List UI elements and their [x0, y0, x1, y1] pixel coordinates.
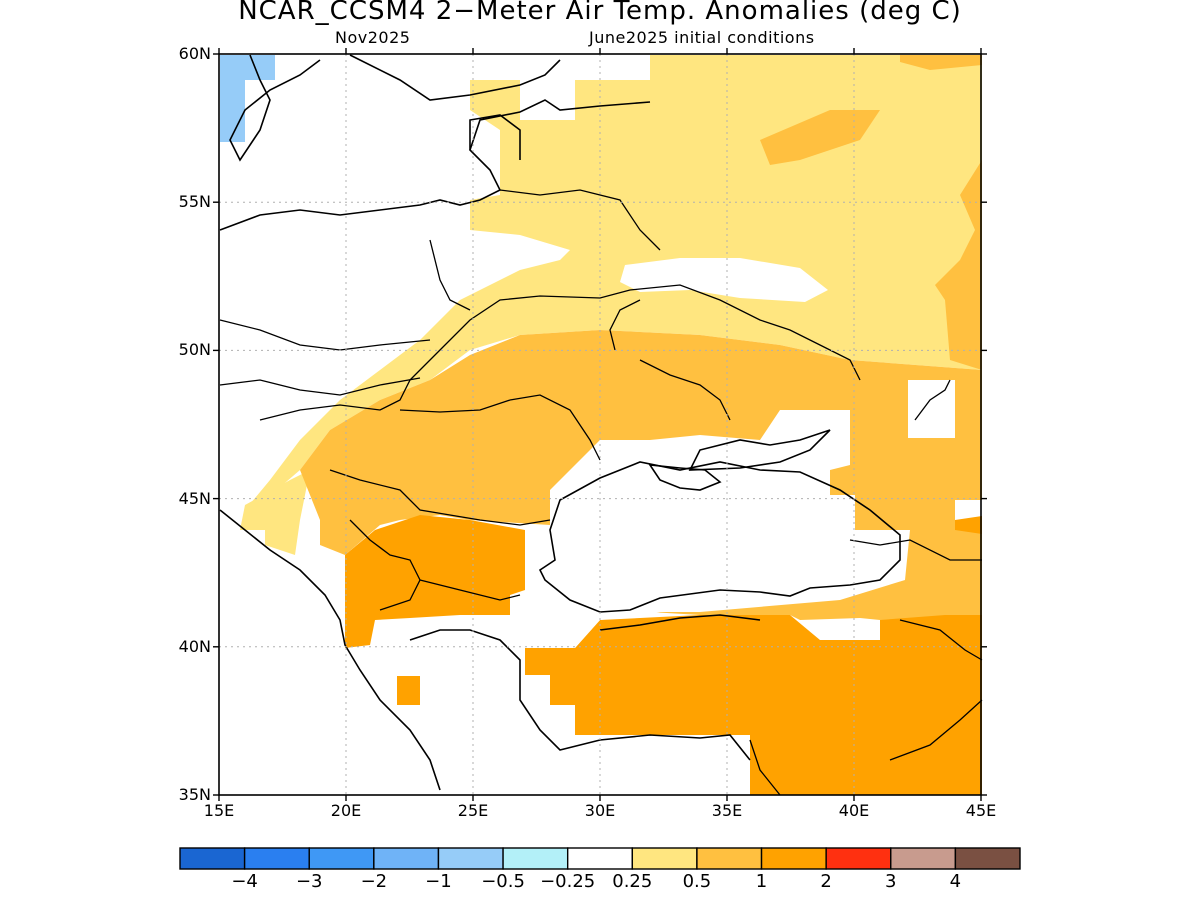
country-border: [419, 579, 521, 601]
finland-coastline: [349, 54, 561, 101]
anomaly-region-lightorange: [760, 110, 880, 165]
colorbar-label: −4: [231, 871, 258, 892]
colorbar-swatch: [890, 847, 957, 870]
anomaly-fill-layer: [220, 55, 982, 795]
border-layer: [219, 189, 983, 796]
country-border: [259, 379, 411, 421]
country-border: [499, 189, 661, 251]
colorbar: [179, 847, 1021, 870]
lon-tick-label: 15E: [203, 801, 235, 820]
valid-month-label: Nov2025: [335, 28, 411, 47]
colorbar-swatch: [954, 847, 1021, 870]
lat-tick-label: 35N: [178, 785, 211, 804]
colorbar-swatch: [179, 847, 246, 870]
country-border: [219, 377, 421, 396]
init-conditions-label: June2025 initial conditions: [589, 28, 815, 47]
map-title: NCAR_CCSM4 2−Meter Air Temp. Anomalies (…: [238, 0, 962, 26]
lat-tick-label: 60N: [178, 44, 211, 63]
colorbar-label: 4: [949, 871, 962, 892]
anomaly-region-white: [620, 258, 828, 302]
gulf-of-riga-coastline: [469, 114, 521, 160]
lat-tick-label: 45N: [178, 488, 211, 508]
colorbar-label: 1: [755, 871, 768, 892]
colorbar-label: 3: [885, 871, 897, 892]
colorbar-label: 0.25: [612, 871, 653, 892]
country-border: [749, 739, 781, 796]
colorbar-swatch: [760, 847, 827, 870]
azov-sea-coastline: [688, 429, 831, 471]
graticule: [219, 54, 981, 795]
lat-tick-label: 55N: [178, 192, 211, 212]
lat-tick-label: 40N: [178, 636, 211, 656]
volga-river: [914, 379, 951, 421]
colorbar-swatch: [502, 847, 569, 870]
colorbar-swatch: [696, 847, 763, 870]
black-sea-coastline: [538, 461, 901, 613]
colorbar-swatch: [437, 847, 504, 870]
colorbar-label: 2: [820, 871, 832, 892]
country-border: [849, 539, 982, 561]
aegean-coastline: [409, 629, 751, 761]
axis-ticks: [213, 48, 987, 801]
dnieper-river: [639, 359, 731, 421]
lon-tick-label: 40E: [838, 801, 870, 820]
colorbar-swatch: [825, 847, 892, 870]
country-border: [889, 699, 983, 761]
country-border: [899, 619, 983, 661]
adriatic-coastline: [219, 509, 441, 791]
country-border: [219, 319, 431, 351]
colorbar-swatch: [631, 847, 698, 870]
anomaly-region-yellow: [240, 470, 310, 555]
colorbar-label: −0.25: [540, 871, 596, 892]
scandinavia-coastline: [229, 54, 321, 162]
lon-tick-label: 20E: [330, 801, 362, 820]
lon-tick-label: 30E: [584, 801, 616, 820]
lon-tick-label: 45E: [965, 801, 997, 820]
colorbar-swatch: [308, 847, 375, 870]
country-border: [329, 469, 551, 526]
country-border: [609, 299, 641, 351]
colorbar-label: −0.5: [481, 871, 525, 892]
crimea-coastline: [648, 464, 722, 491]
colorbar-swatch: [243, 847, 310, 870]
lat-tick-label: 50N: [178, 340, 211, 360]
anomaly-region-yellow: [240, 55, 982, 530]
colorbar-label: 0.5: [682, 871, 712, 892]
anomaly-region-lightorange: [900, 55, 982, 70]
anomaly-region-orange: [525, 615, 982, 795]
anomaly-region-orange: [345, 515, 525, 648]
coastline-layer: [219, 54, 901, 791]
anomaly-region-orange: [955, 516, 982, 534]
country-border: [509, 394, 601, 461]
anomaly-region-orange: [397, 676, 420, 705]
colorbar-swatch: [566, 847, 634, 870]
country-border: [399, 399, 511, 413]
colorbar-label: −3: [295, 871, 323, 892]
colorbar-swatch: [373, 847, 440, 870]
colorbar-label: −2: [360, 871, 388, 892]
baltic-coastline: [219, 99, 651, 231]
turkey-coastline: [599, 614, 761, 631]
country-border: [409, 284, 861, 381]
lon-tick-label: 25E: [457, 801, 489, 820]
anomaly-region-lightorange: [935, 160, 982, 370]
colorbar-label: −1: [425, 871, 452, 892]
country-border: [429, 239, 471, 311]
anomaly-region-white: [908, 380, 955, 438]
country-border: [349, 519, 421, 611]
lon-tick-label: 35E: [711, 801, 743, 820]
anomaly-region-lightblue: [220, 55, 275, 142]
